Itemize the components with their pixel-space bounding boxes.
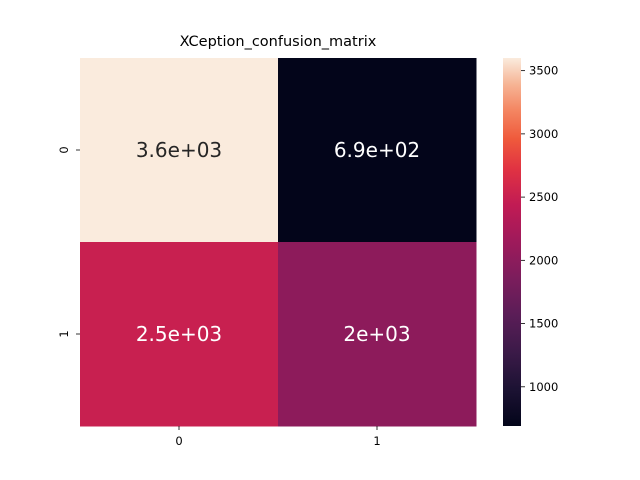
y-tick-label-0: 0 (57, 146, 71, 153)
colorbar-tick-label-4: 3000 (529, 127, 558, 141)
colorbar-tick-label-2: 2000 (529, 253, 558, 267)
colorbar-tick-label-1: 1500 (529, 317, 558, 331)
colorbar-tick-label-0: 1000 (529, 380, 558, 394)
cell-annotation-0-0: 3.6e+03 (136, 138, 222, 162)
heatmap-cell-1-0 (80, 242, 279, 427)
cell-annotation-1-0: 2.5e+03 (136, 322, 222, 346)
x-tick-label-1: 1 (373, 434, 380, 448)
chart-title: XCeption_confusion_matrix (179, 34, 377, 50)
y-tick-label-1: 1 (57, 330, 71, 337)
heatmap-cell-1-1 (278, 242, 477, 427)
colorbar-tick-label-3: 2500 (529, 190, 558, 204)
heatmap-cell-0-0 (80, 58, 279, 243)
colorbar (503, 58, 521, 426)
colorbar-tick-label-5: 3500 (529, 64, 558, 78)
x-tick-label-0: 0 (175, 434, 182, 448)
heatmap-cell-0-1 (278, 58, 477, 243)
cell-annotation-0-1: 6.9e+02 (334, 138, 420, 162)
cell-annotation-1-1: 2e+03 (343, 322, 410, 346)
